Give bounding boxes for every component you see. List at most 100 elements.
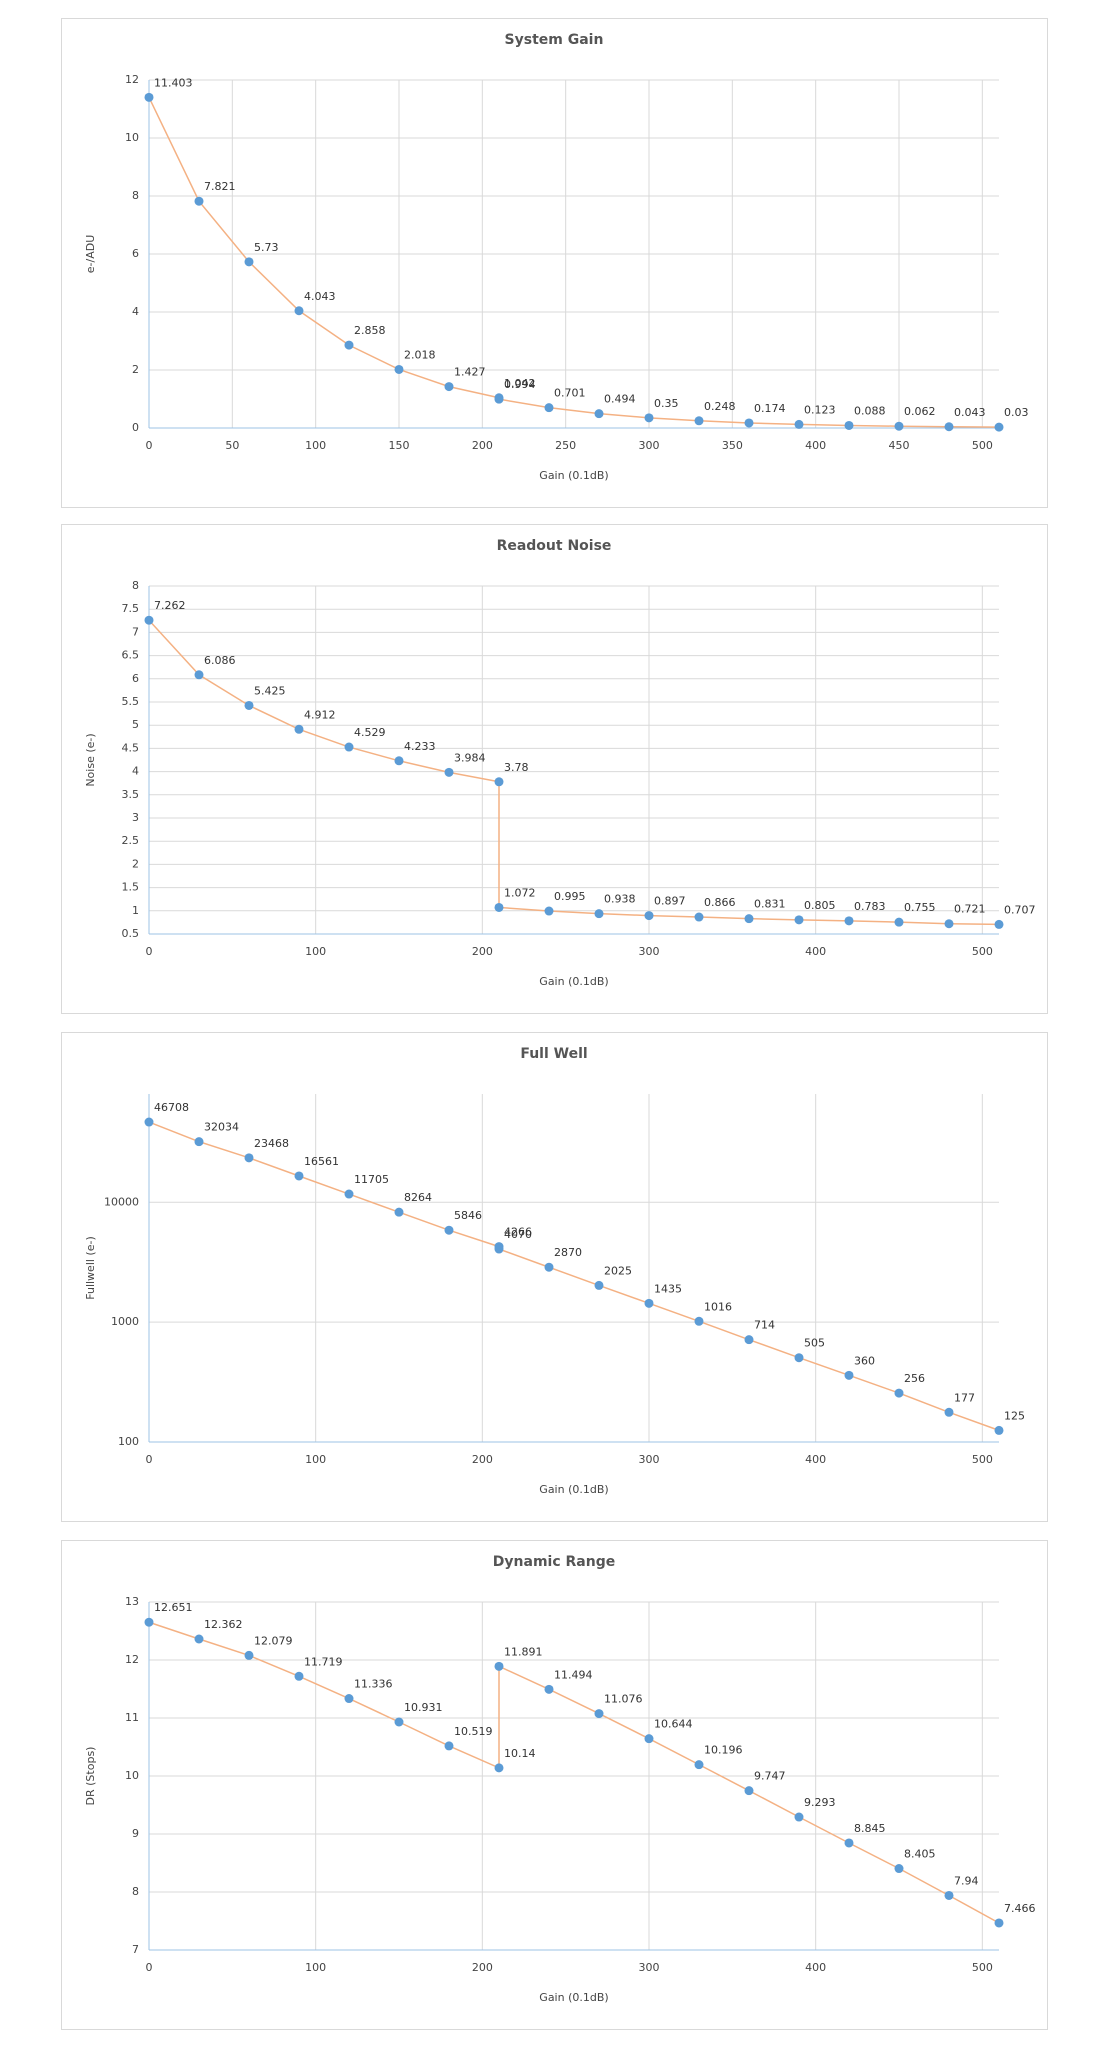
x-axis-title: Gain (0.1dB) xyxy=(539,975,608,988)
data-label: 2.018 xyxy=(404,348,436,361)
chart-title: System Gain xyxy=(505,32,604,48)
x-axis-title: Gain (0.1dB) xyxy=(539,1483,608,1496)
data-point xyxy=(794,1812,804,1822)
data-label: 5.73 xyxy=(254,241,279,254)
data-point xyxy=(594,1280,604,1290)
data-point xyxy=(194,1137,204,1147)
x-tick-label: 300 xyxy=(639,945,660,958)
y-tick-label: 4.5 xyxy=(122,741,140,754)
data-point xyxy=(844,1838,854,1848)
data-point xyxy=(494,902,504,912)
data-label: 8264 xyxy=(404,1191,432,1204)
y-tick-label: 8 xyxy=(132,579,139,592)
data-point xyxy=(944,422,954,432)
data-point xyxy=(294,724,304,734)
data-label: 10.931 xyxy=(404,1701,443,1714)
data-label: 3.78 xyxy=(504,761,529,774)
data-label: 4.233 xyxy=(404,740,436,753)
data-label: 0.062 xyxy=(904,405,936,418)
y-axis-title: Fullwell (e-) xyxy=(84,1236,97,1300)
y-tick-label: 8 xyxy=(132,1885,139,1898)
data-label: 0.755 xyxy=(904,901,936,914)
data-label: 2.858 xyxy=(354,324,386,337)
data-point xyxy=(894,917,904,927)
x-tick-label: 0 xyxy=(146,1453,153,1466)
data-label: 8.845 xyxy=(854,1822,886,1835)
y-tick-label: 6.5 xyxy=(122,649,140,662)
x-tick-label: 200 xyxy=(472,1453,493,1466)
data-point xyxy=(944,919,954,929)
data-point xyxy=(994,919,1004,929)
x-tick-label: 0 xyxy=(146,439,153,452)
y-tick-label: 0 xyxy=(132,421,139,434)
y-tick-label: 12 xyxy=(125,73,139,86)
data-label: 4.912 xyxy=(304,708,336,721)
y-tick-label: 10 xyxy=(125,1769,139,1782)
y-tick-label: 5.5 xyxy=(122,695,140,708)
x-tick-label: 400 xyxy=(805,945,826,958)
chart-panel: Readout Noise Gain (0.1dB) Noise (e-) 0 100 2… xyxy=(61,524,1048,1014)
data-point xyxy=(494,1244,504,1254)
x-tick-label: 300 xyxy=(639,1453,660,1466)
data-point xyxy=(144,92,154,102)
data-label: 0.897 xyxy=(654,895,686,908)
data-label: 0.805 xyxy=(804,899,836,912)
x-tick-label: 150 xyxy=(389,439,410,452)
panel-border xyxy=(61,1540,1048,2030)
y-tick-label: 2 xyxy=(132,857,139,870)
x-tick-label: 350 xyxy=(722,439,743,452)
panel-border xyxy=(61,18,1048,508)
x-tick-label: 100 xyxy=(305,439,326,452)
data-point xyxy=(944,1890,954,1900)
data-label: 0.866 xyxy=(704,896,736,909)
y-tick-label: 7.5 xyxy=(122,602,140,615)
data-label: 1.072 xyxy=(504,886,536,899)
y-tick-label: 13 xyxy=(125,1595,139,1608)
data-label: 0.088 xyxy=(854,404,886,417)
y-tick-label: 4 xyxy=(132,765,139,778)
chart-title: Dynamic Range xyxy=(493,1554,615,1570)
data-point xyxy=(244,257,254,267)
data-label: 10.14 xyxy=(504,1747,536,1760)
data-label: 0.707 xyxy=(1004,903,1036,916)
data-label: 7.94 xyxy=(954,1874,979,1887)
y-tick-label: 0.5 xyxy=(122,927,140,940)
data-label: 0.995 xyxy=(554,890,586,903)
data-point xyxy=(644,911,654,921)
data-point xyxy=(694,912,704,922)
y-tick-label: 8 xyxy=(132,189,139,202)
data-point xyxy=(744,914,754,924)
x-tick-label: 200 xyxy=(472,1961,493,1974)
data-label: 0.03 xyxy=(1004,406,1029,419)
data-point xyxy=(544,403,554,413)
data-point xyxy=(394,1207,404,1217)
data-label: 0.783 xyxy=(854,900,886,913)
y-tick-label: 1000 xyxy=(111,1315,139,1328)
data-point xyxy=(494,1763,504,1773)
x-tick-label: 500 xyxy=(972,945,993,958)
data-point xyxy=(644,413,654,423)
x-tick-label: 0 xyxy=(146,945,153,958)
x-tick-label: 500 xyxy=(972,1961,993,1974)
data-point xyxy=(344,1189,354,1199)
data-point xyxy=(244,1650,254,1660)
x-tick-label: 400 xyxy=(805,1961,826,1974)
data-label: 0.721 xyxy=(954,903,986,916)
data-point xyxy=(294,306,304,316)
data-point xyxy=(444,382,454,392)
data-point xyxy=(744,418,754,428)
data-label: 0.938 xyxy=(604,893,636,906)
data-point xyxy=(944,1407,954,1417)
x-tick-label: 0 xyxy=(146,1961,153,1974)
data-label: 1435 xyxy=(654,1282,682,1295)
x-tick-label: 300 xyxy=(639,1961,660,1974)
data-label: 7.466 xyxy=(1004,1902,1036,1915)
data-label: 7.262 xyxy=(154,599,186,612)
data-label: 11.076 xyxy=(604,1693,643,1706)
data-label: 1016 xyxy=(704,1300,732,1313)
data-point xyxy=(544,1262,554,1272)
data-label: 714 xyxy=(754,1319,775,1332)
data-point xyxy=(344,1694,354,1704)
